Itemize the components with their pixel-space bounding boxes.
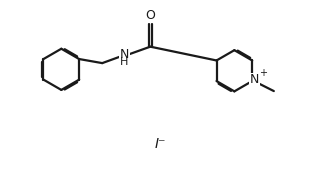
Text: H: H — [120, 57, 128, 67]
Text: I⁻: I⁻ — [154, 137, 166, 151]
Text: O: O — [145, 9, 155, 22]
Text: N: N — [120, 48, 129, 61]
Text: N: N — [250, 73, 259, 86]
Text: +: + — [259, 68, 267, 78]
